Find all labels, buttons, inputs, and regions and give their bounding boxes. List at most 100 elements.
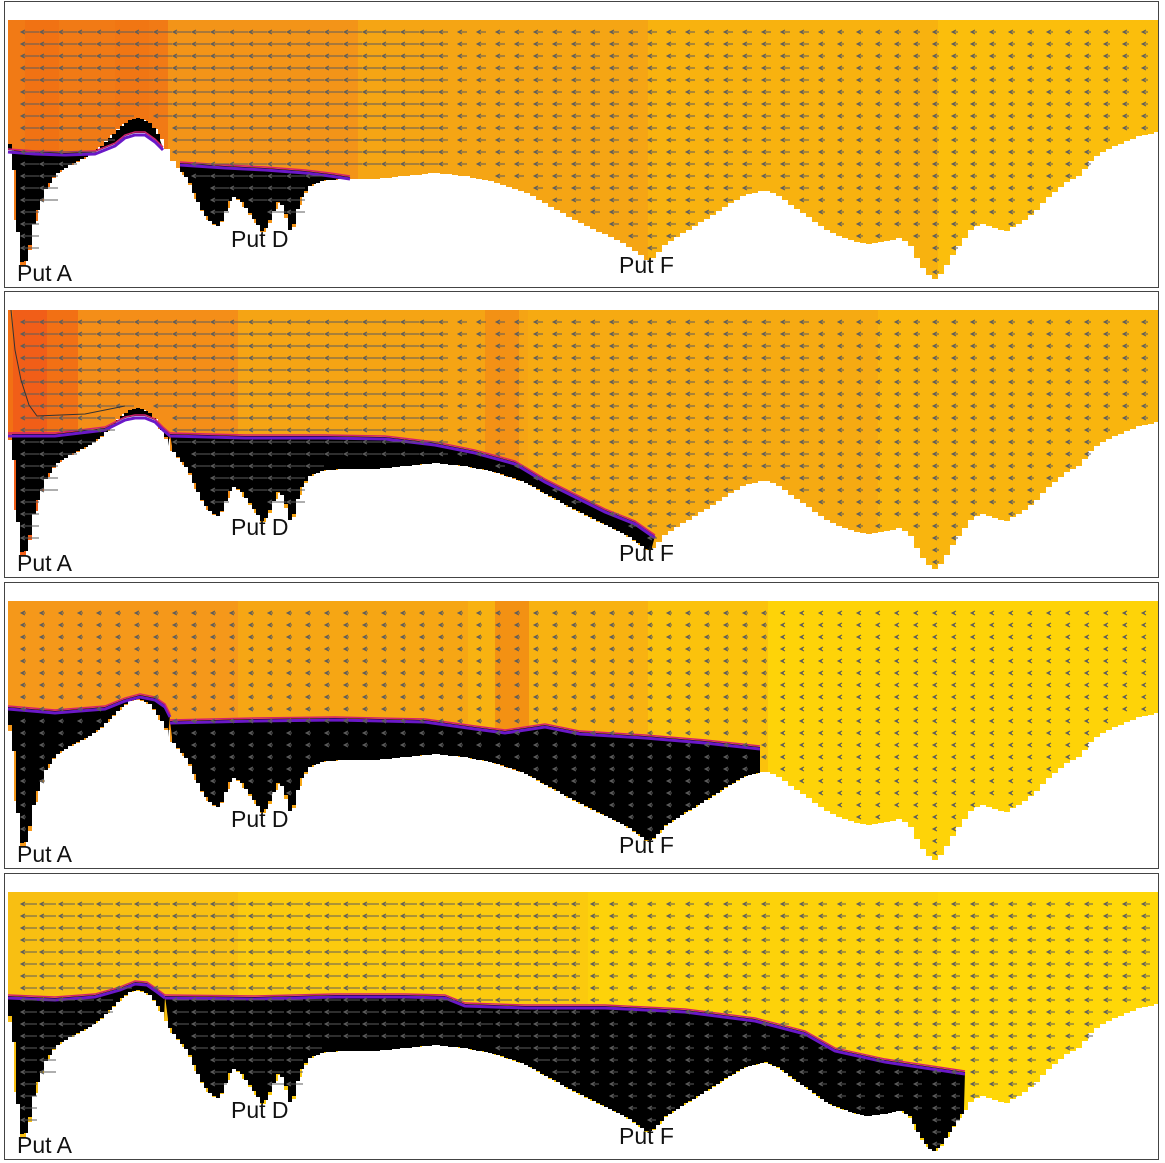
arrow-left-icon bbox=[836, 161, 843, 167]
arrow-left-icon bbox=[817, 427, 824, 433]
arrow-left-icon bbox=[380, 319, 387, 325]
arrow-left-icon bbox=[247, 197, 254, 203]
arrow-left-icon bbox=[931, 499, 938, 505]
arrow-left-icon bbox=[836, 475, 843, 481]
arrow-left-icon bbox=[646, 439, 653, 445]
arrow-left-icon bbox=[152, 379, 159, 385]
arrow-left-icon bbox=[646, 331, 653, 337]
arrow-left-icon bbox=[646, 125, 653, 131]
arrow-left-icon bbox=[19, 658, 26, 664]
arrow-left-icon bbox=[817, 391, 824, 397]
arrow-left-icon bbox=[304, 161, 311, 167]
arrow-left-icon bbox=[494, 622, 501, 628]
arrow-left-icon bbox=[475, 77, 482, 83]
arrow-left-icon bbox=[836, 355, 843, 361]
arrow-left-icon bbox=[836, 802, 843, 808]
arrow-left-icon bbox=[874, 331, 881, 337]
arrow-left-icon bbox=[190, 610, 197, 616]
arrow-left-icon bbox=[266, 185, 273, 191]
arrow-left-icon bbox=[874, 137, 881, 143]
arrow-left-icon bbox=[893, 403, 900, 409]
arrow-left-icon bbox=[608, 197, 615, 203]
arrow-left-icon bbox=[608, 331, 615, 337]
arrow-left-icon bbox=[1064, 439, 1071, 445]
arrow-left-icon bbox=[760, 367, 767, 373]
arrow-left-icon bbox=[209, 790, 216, 796]
arrow-left-icon bbox=[266, 463, 273, 469]
arrow-left-icon bbox=[1083, 391, 1090, 397]
arrow-left-icon bbox=[532, 706, 539, 712]
label-put-a: Put A bbox=[17, 550, 72, 576]
arrow-left-icon bbox=[494, 742, 501, 748]
arrow-left-icon bbox=[969, 113, 976, 119]
warm-band bbox=[485, 310, 519, 569]
arrow-left-icon bbox=[855, 319, 862, 325]
arrow-left-icon bbox=[76, 101, 83, 107]
arrow-left-icon bbox=[570, 706, 577, 712]
dense-layer bbox=[180, 163, 350, 231]
arrow-left-icon bbox=[817, 790, 824, 796]
arrow-left-icon bbox=[836, 694, 843, 700]
arrow-left-icon bbox=[931, 257, 938, 263]
arrow-left-icon bbox=[19, 694, 26, 700]
arrow-left-icon bbox=[608, 622, 615, 628]
arrow-left-icon bbox=[475, 682, 482, 688]
arrow-left-icon bbox=[665, 233, 672, 239]
arrow-left-icon bbox=[1064, 137, 1071, 143]
arrow-left-icon bbox=[437, 367, 444, 373]
arrow-left-icon bbox=[1102, 65, 1109, 71]
arrow-left-icon bbox=[513, 439, 520, 445]
arrow-left-icon bbox=[893, 451, 900, 457]
arrow-left-icon bbox=[684, 161, 691, 167]
arrow-left-icon bbox=[475, 742, 482, 748]
arrow-left-icon bbox=[589, 331, 596, 337]
arrow-left-icon bbox=[760, 682, 767, 688]
arrow-left-icon bbox=[988, 766, 995, 772]
arrow-left-icon bbox=[760, 331, 767, 337]
arrow-left-icon bbox=[646, 221, 653, 227]
arrow-left-icon bbox=[703, 730, 710, 736]
arrow-left-icon bbox=[589, 415, 596, 421]
arrow-left-icon bbox=[665, 622, 672, 628]
arrow-left-icon bbox=[1026, 77, 1033, 83]
arrow-left-icon bbox=[855, 790, 862, 796]
arrow-left-icon bbox=[19, 802, 26, 808]
arrow-left-icon bbox=[190, 29, 197, 35]
arrow-left-icon bbox=[1064, 113, 1071, 119]
arrow-left-icon bbox=[722, 137, 729, 143]
arrow-left-icon bbox=[133, 29, 140, 35]
arrow-left-icon bbox=[266, 101, 273, 107]
arrow-left-icon bbox=[760, 77, 767, 83]
arrow-left-icon bbox=[551, 610, 558, 616]
arrow-left-icon bbox=[779, 137, 786, 143]
arrow-left-icon bbox=[266, 415, 273, 421]
arrow-left-icon bbox=[57, 718, 64, 724]
arrow-left-icon bbox=[646, 742, 653, 748]
arrow-left-icon bbox=[513, 173, 520, 179]
arrow-left-icon bbox=[741, 718, 748, 724]
arrow-left-icon bbox=[76, 331, 83, 337]
arrow-left-icon bbox=[266, 197, 273, 203]
arrow-left-icon bbox=[684, 802, 691, 808]
arrow-left-icon bbox=[931, 487, 938, 493]
arrow-left-icon bbox=[779, 634, 786, 640]
arrow-left-icon bbox=[209, 89, 216, 95]
arrow-left-icon bbox=[304, 331, 311, 337]
arrow-left-icon bbox=[266, 622, 273, 628]
arrow-left-icon bbox=[760, 718, 767, 724]
arrow-left-icon bbox=[380, 367, 387, 373]
arrow-left-icon bbox=[988, 89, 995, 95]
arrow-left-icon bbox=[247, 475, 254, 481]
arrow-left-icon bbox=[418, 65, 425, 71]
arrow-left-icon bbox=[418, 41, 425, 47]
arrow-left-icon bbox=[76, 610, 83, 616]
arrow-left-icon bbox=[836, 451, 843, 457]
arrow-left-icon bbox=[114, 634, 121, 640]
arrow-left-icon bbox=[798, 718, 805, 724]
arrow-left-icon bbox=[931, 475, 938, 481]
arrow-left-icon bbox=[684, 331, 691, 337]
arrow-left-icon bbox=[247, 379, 254, 385]
arrow-left-icon bbox=[494, 634, 501, 640]
arrow-left-icon bbox=[475, 634, 482, 640]
arrow-left-icon bbox=[988, 197, 995, 203]
